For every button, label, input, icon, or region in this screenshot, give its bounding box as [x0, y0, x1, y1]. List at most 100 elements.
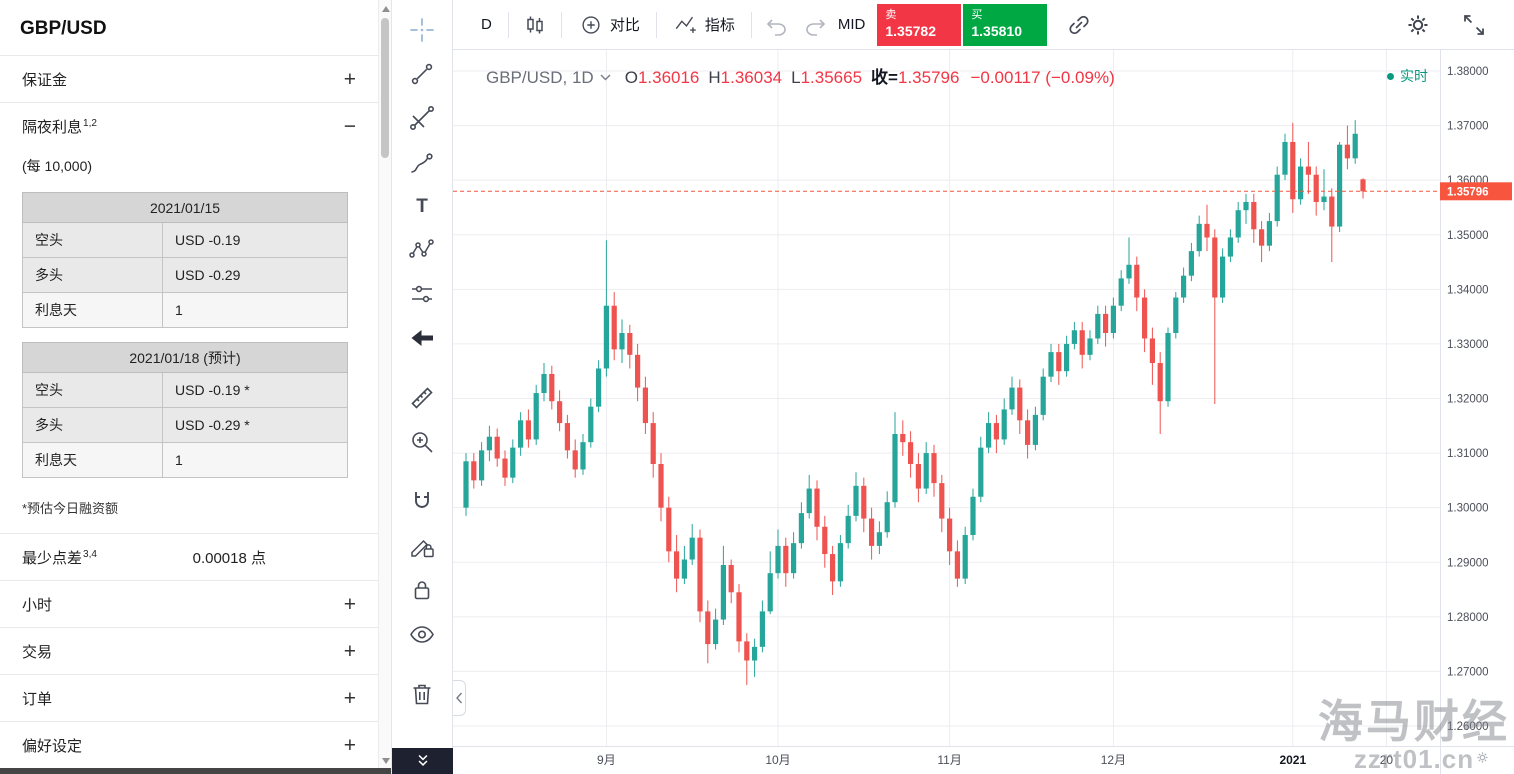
quote-type-label[interactable]: MID — [837, 16, 866, 33]
more-tools-button[interactable] — [392, 748, 454, 774]
scrollbar-thumb[interactable] — [381, 18, 389, 158]
candle-body — [1009, 387, 1015, 410]
chart-area[interactable]: 1.38000 1.37000 1.36000 1.35000 1.34000 1.330… — [453, 50, 1514, 774]
link-chart-button[interactable] — [1061, 7, 1097, 43]
chart-style-button[interactable] — [517, 7, 553, 43]
drawing-toolbar: T — [391, 0, 454, 774]
candle-body — [705, 611, 711, 645]
redo-button[interactable] — [796, 7, 832, 43]
candle-body — [557, 401, 563, 424]
section-overnight-label: 隔夜利息1,2 — [22, 118, 97, 136]
candle-body — [1298, 166, 1304, 200]
candle-body — [1001, 409, 1007, 440]
xabcd-pattern-tool[interactable] — [396, 228, 448, 272]
gann-fib-tool[interactable] — [396, 96, 448, 140]
buy-button[interactable]: 买 1.35810 — [963, 3, 1048, 46]
footnote-marker: 3,4 — [83, 548, 97, 560]
candle-body — [931, 453, 937, 484]
ruler-tool[interactable] — [396, 376, 448, 420]
arrow-marker-tool[interactable] — [396, 316, 448, 360]
expand-icon[interactable]: + — [343, 733, 356, 757]
candle-body — [837, 543, 843, 582]
magnet-tool[interactable] — [396, 480, 448, 524]
collapse-toolbar-handle[interactable] — [453, 680, 466, 716]
candle-body — [658, 464, 664, 508]
section-hours[interactable]: 小时 + — [0, 581, 378, 628]
sidebar-horizontal-scrollbar[interactable] — [0, 768, 391, 774]
row-label: 多头 — [22, 407, 163, 443]
undo-icon — [766, 18, 786, 36]
measure-forecast-tool[interactable] — [396, 272, 448, 316]
section-overnight[interactable]: 隔夜利息1,2 − — [0, 103, 378, 150]
sidebar-scrollbar[interactable] — [378, 0, 391, 774]
trend-line-tool[interactable] — [396, 52, 448, 96]
fullscreen-button[interactable] — [1456, 7, 1492, 43]
table-row: 多头 USD -0.29 * — [22, 407, 348, 443]
min-spread-row: 最少点差3,4 0.00018 点 — [0, 534, 378, 581]
candle-body — [869, 518, 875, 546]
brush-tool[interactable] — [396, 140, 448, 184]
candle-body — [580, 442, 586, 470]
hide-all-eye-tool[interactable] — [396, 612, 448, 656]
expand-icon[interactable]: + — [343, 67, 356, 91]
table-date-header: 2021/01/15 — [22, 192, 348, 223]
lock-all-tool[interactable] — [396, 568, 448, 612]
candle-body — [720, 564, 726, 620]
overnight-unit-note: (每 10,000) — [22, 158, 93, 174]
scroll-down-arrow-icon[interactable] — [382, 758, 390, 764]
candle-body — [900, 433, 906, 443]
indicators-button[interactable]: 指标 — [665, 6, 743, 44]
compare-button[interactable]: 对比 — [570, 6, 648, 44]
buy-price: 1.35810 — [971, 23, 1022, 39]
text-tool[interactable]: T — [396, 184, 448, 228]
realtime-dot-icon — [1387, 72, 1394, 80]
section-trading[interactable]: 交易 + — [0, 628, 378, 675]
chevron-down-icon[interactable] — [600, 66, 611, 86]
candle-body — [1274, 174, 1280, 222]
collapse-icon[interactable]: − — [343, 115, 356, 138]
candle-body — [892, 433, 898, 503]
expand-icon[interactable]: + — [343, 639, 356, 663]
candle-body — [1282, 141, 1288, 175]
candle-body — [1025, 420, 1031, 445]
candle-body — [993, 423, 999, 440]
candle-body — [1352, 133, 1358, 159]
table-row: 空头 USD -0.19 — [22, 222, 348, 258]
candle-body — [549, 373, 555, 402]
undo-button[interactable] — [760, 7, 796, 43]
candle-body — [564, 423, 570, 451]
candle-body — [861, 485, 867, 519]
interval-button[interactable]: D — [481, 16, 492, 33]
candle-body — [1017, 387, 1023, 421]
sell-button[interactable]: 卖 1.35782 — [877, 3, 962, 46]
settings-button[interactable] — [1400, 7, 1436, 43]
candle-body — [1181, 275, 1187, 298]
section-orders-label: 订单 — [22, 690, 53, 708]
table-date-header: 2021/01/18 (预计) — [22, 342, 348, 373]
section-orders[interactable]: 订单 + — [0, 675, 378, 722]
scroll-up-arrow-icon[interactable] — [382, 6, 390, 12]
drawing-lock-tool[interactable] — [396, 524, 448, 568]
candle-body — [978, 447, 984, 497]
zoom-in-tool[interactable] — [396, 420, 448, 464]
candle-body — [666, 507, 672, 552]
axis-settings-button[interactable] — [1475, 750, 1490, 770]
overnight-table-current: 2021/01/15 空头 USD -0.19 多头 USD -0.29 利息天… — [22, 192, 348, 328]
section-margin[interactable]: 保证金 + — [0, 56, 378, 103]
expand-icon[interactable]: + — [343, 686, 356, 710]
page-title: GBP/USD — [0, 0, 378, 56]
candle-body — [486, 436, 492, 451]
section-preferences[interactable]: 偏好设定 + — [0, 722, 378, 769]
candle-body — [525, 420, 531, 440]
realtime-badge[interactable]: 实时 — [1387, 66, 1428, 86]
remove-all-trash-tool[interactable] — [396, 672, 448, 716]
crosshair-tool[interactable] — [396, 8, 448, 52]
symbol-interval-label[interactable]: GBP/USD, 1D — [486, 68, 594, 87]
sell-label: 卖 — [885, 8, 897, 21]
chart-panel: D 对比 指标 MID 卖 — [453, 0, 1514, 774]
expand-icon[interactable]: + — [343, 592, 356, 616]
candle-body — [627, 333, 633, 355]
candle-body — [572, 450, 578, 470]
candle-body — [806, 488, 812, 514]
candlestick-chart[interactable]: 1.380001.370001.360001.350001.340001.330… — [453, 50, 1514, 774]
